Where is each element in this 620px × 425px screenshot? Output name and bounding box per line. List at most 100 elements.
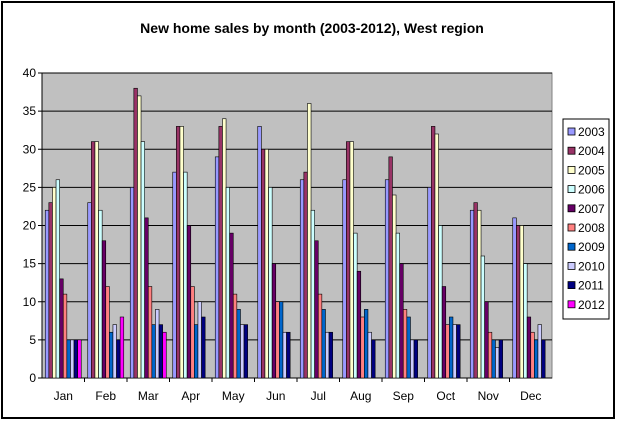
- bar: [109, 331, 114, 379]
- bar: [449, 316, 454, 379]
- bar: [87, 202, 92, 379]
- bar: [353, 232, 358, 379]
- bar: [261, 148, 266, 379]
- legend-swatch: [567, 127, 576, 136]
- bar: [498, 339, 503, 379]
- bar: [240, 324, 245, 379]
- x-tick-label: Sep: [393, 389, 415, 403]
- legend-swatch: [567, 204, 576, 213]
- bar: [303, 171, 308, 379]
- x-tick-label: May: [222, 389, 245, 403]
- bar: [360, 316, 365, 379]
- bar: [516, 225, 521, 379]
- bar: [519, 225, 524, 379]
- bar: [473, 202, 478, 379]
- bar: [410, 339, 415, 379]
- x-tick-label: Jan: [54, 389, 73, 403]
- bar: [112, 324, 117, 379]
- bar: [523, 263, 528, 379]
- x-tick-label: Feb: [95, 389, 116, 403]
- x-tick-label: Dec: [520, 389, 541, 403]
- chart-frame: New home sales by month (2003-2012), Wes…: [1, 1, 615, 419]
- bar: [399, 263, 404, 379]
- bar: [314, 240, 319, 379]
- bar: [349, 141, 354, 379]
- y-tick-label: 40: [23, 66, 37, 80]
- x-tick-label: Aug: [350, 389, 371, 403]
- bar: [222, 118, 227, 379]
- bar: [282, 331, 287, 379]
- y-tick-label: 30: [23, 142, 37, 156]
- bar: [346, 141, 351, 379]
- legend-swatch: [567, 223, 576, 232]
- bar: [229, 232, 234, 379]
- bar: [101, 240, 107, 379]
- legend-label: 2010: [578, 259, 605, 273]
- bar: [445, 324, 450, 379]
- bar: [105, 286, 110, 379]
- bar: [232, 293, 238, 379]
- bar: [98, 209, 103, 379]
- bar: [286, 331, 291, 379]
- bar: [367, 331, 372, 379]
- bar: [183, 171, 188, 379]
- bar: [441, 286, 447, 379]
- bar: [484, 301, 489, 379]
- x-tick-label: Apr: [181, 389, 200, 403]
- bar: [91, 141, 96, 379]
- chart-title: New home sales by month (2003-2012), Wes…: [140, 20, 484, 36]
- bar: [299, 179, 305, 379]
- y-tick-label: 20: [23, 219, 37, 233]
- legend-label: 2007: [578, 202, 605, 216]
- bar: [530, 331, 535, 379]
- bar: [129, 187, 135, 379]
- bar: [190, 286, 195, 379]
- bar: [59, 278, 64, 379]
- bar: [487, 331, 493, 379]
- bar: [356, 270, 362, 379]
- bar: [218, 126, 223, 379]
- legend-label: 2006: [578, 183, 605, 197]
- x-tick-label: Mar: [138, 389, 159, 403]
- bar: [434, 133, 439, 379]
- bar: [133, 87, 138, 379]
- bar: [194, 324, 199, 379]
- bar: [452, 324, 457, 379]
- bar: [541, 339, 546, 379]
- bar: [310, 209, 315, 379]
- bar: [48, 202, 53, 379]
- bar: [438, 225, 443, 379]
- legend-label: 2008: [578, 221, 605, 235]
- bar: [321, 309, 326, 379]
- bar: [526, 316, 532, 379]
- legend-label: 2011: [578, 279, 604, 293]
- bar: [140, 141, 145, 379]
- bar: [325, 331, 330, 379]
- bar: [243, 324, 248, 379]
- bar: [179, 126, 184, 379]
- bar: [402, 309, 408, 379]
- bar: [151, 324, 156, 379]
- legend-swatch: [567, 146, 576, 155]
- legend-label: 2012: [578, 298, 605, 312]
- bar: [342, 179, 347, 379]
- bar: [236, 309, 241, 379]
- legend: 2003 2004 2005 2006 2007 2008 2009 2010 2011 2012: [562, 118, 610, 320]
- bar: [268, 187, 273, 379]
- bar: [116, 339, 121, 379]
- chart: New home sales by month (2003-2012), Wes…: [23, 20, 610, 403]
- bar: [257, 126, 262, 379]
- bar: [384, 179, 390, 379]
- bar: [172, 171, 177, 379]
- legend-swatch: [567, 165, 576, 174]
- bar: [147, 286, 153, 379]
- bar: [371, 339, 376, 379]
- bar: [275, 301, 280, 379]
- bar: [137, 95, 142, 379]
- bar: [66, 339, 71, 379]
- bar: [225, 187, 230, 379]
- bar: [480, 255, 485, 379]
- bar: [94, 141, 99, 379]
- y-tick-label: 5: [29, 333, 36, 347]
- legend-label: 2004: [578, 144, 605, 158]
